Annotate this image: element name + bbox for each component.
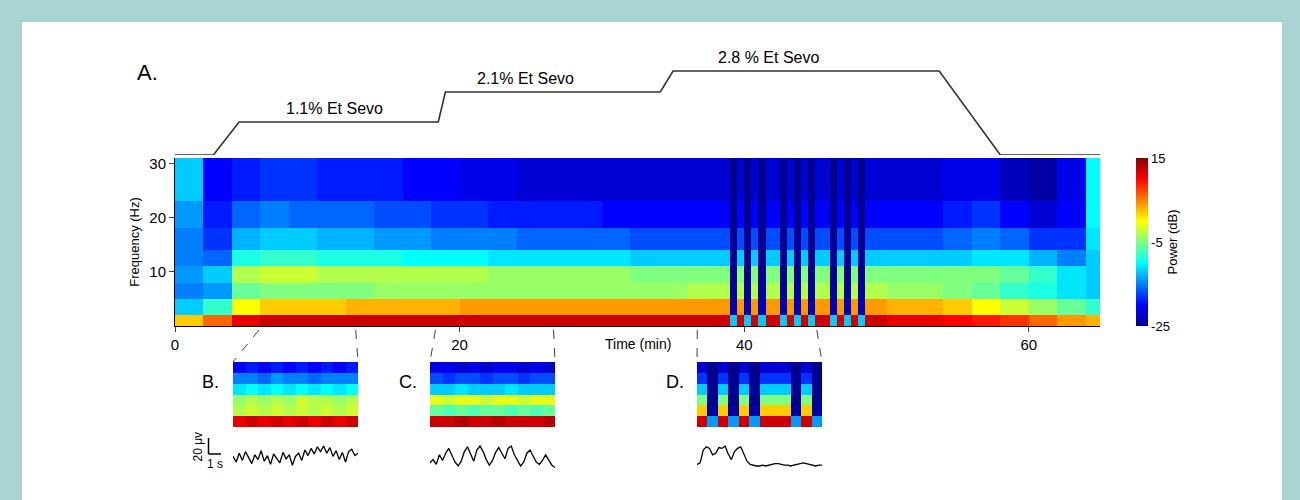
svg-text:1 s: 1 s: [207, 457, 223, 471]
svg-text:30: 30: [149, 155, 166, 172]
svg-text:0: 0: [171, 336, 179, 353]
svg-text:B.: B.: [202, 372, 219, 392]
svg-text:-25: -25: [1151, 319, 1170, 334]
svg-text:40: 40: [736, 336, 753, 353]
svg-text:15: 15: [1151, 151, 1165, 166]
svg-text:A.: A.: [137, 60, 158, 85]
svg-text:20: 20: [451, 336, 468, 353]
svg-text:Power (dB): Power (dB): [1165, 209, 1180, 274]
svg-text:60: 60: [1021, 336, 1038, 353]
svg-text:20 μv: 20 μv: [191, 432, 205, 462]
svg-text:Time (min): Time (min): [605, 336, 671, 352]
svg-text:C.: C.: [399, 372, 417, 392]
svg-text:-5: -5: [1151, 235, 1163, 250]
svg-text:Frequency (Hz): Frequency (Hz): [127, 197, 142, 287]
svg-text:1.1% Et Sevo: 1.1% Et Sevo: [286, 100, 383, 117]
svg-text:20: 20: [149, 209, 166, 226]
svg-text:2.8 % Et Sevo: 2.8 % Et Sevo: [718, 49, 819, 66]
svg-text:D.: D.: [666, 372, 684, 392]
svg-text:2.1% Et Sevo: 2.1% Et Sevo: [477, 70, 574, 87]
svg-text:10: 10: [149, 263, 166, 280]
